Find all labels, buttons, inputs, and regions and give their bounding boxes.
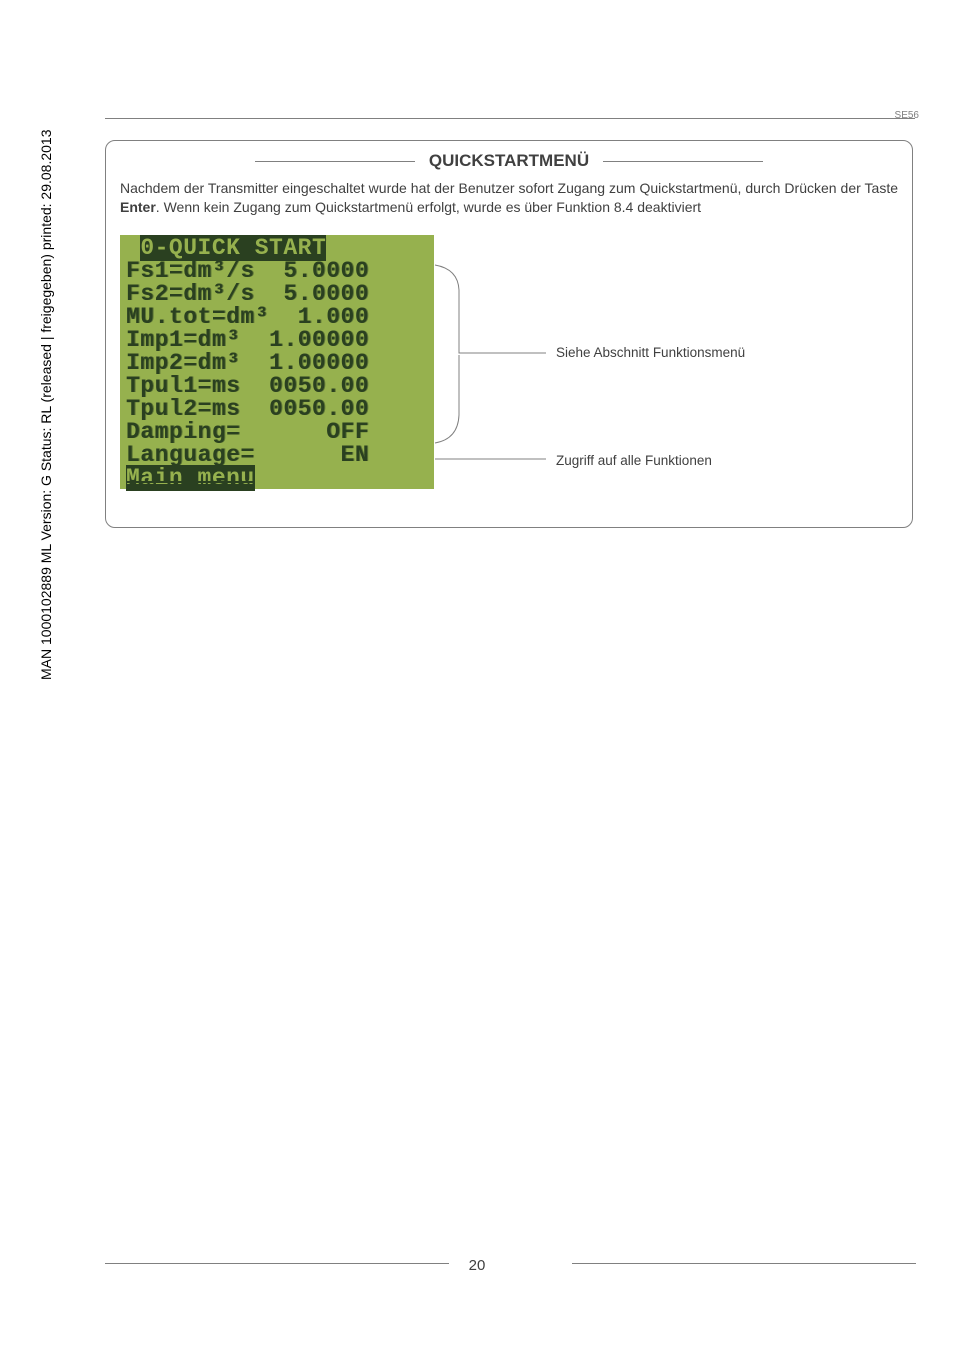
callout-label-2: Zugriff auf alle Funktionen — [556, 453, 712, 468]
lcd-line10: Language= EN — [126, 442, 369, 468]
lcd-row: 0-QUICK START Fs1=dm³/s 5.0000 Fs2=dm³/s… — [120, 235, 898, 489]
lcd-underline — [126, 481, 254, 483]
header-label: SE56 — [895, 110, 919, 121]
callout-label-1: Siehe Abschnitt Funktionsmenü — [556, 345, 745, 360]
intro-bold: Enter — [120, 199, 156, 215]
header-rule — [105, 118, 915, 119]
callouts: Siehe Abschnitt Funktionsmenü Zugriff au… — [434, 235, 898, 489]
intro-text-1: Nachdem der Transmitter eingeschaltet wu… — [120, 180, 898, 196]
sidebar-metadata: MAN 1000102889 ML Version: G Status: RL … — [38, 130, 54, 681]
lcd-line11-inv: Main menu — [126, 465, 255, 491]
title-rule-right — [603, 161, 763, 162]
lcd-wrap: 0-QUICK START Fs1=dm³/s 5.0000 Fs2=dm³/s… — [120, 235, 434, 489]
intro-text-2: . Wenn kein Zugang zum Quickstartmenü er… — [156, 199, 701, 215]
intro-paragraph: Nachdem der Transmitter eingeschaltet wu… — [120, 179, 898, 217]
callout-lines — [434, 235, 904, 489]
content-box: QUICKSTARTMENÜ Nachdem der Transmitter e… — [105, 140, 913, 528]
page-title: QUICKSTARTMENÜ — [415, 151, 603, 171]
lcd-screen: 0-QUICK START Fs1=dm³/s 5.0000 Fs2=dm³/s… — [120, 235, 434, 489]
page-number: 20 — [0, 1257, 954, 1274]
title-row: QUICKSTARTMENÜ — [120, 151, 898, 171]
title-rule-left — [255, 161, 415, 162]
